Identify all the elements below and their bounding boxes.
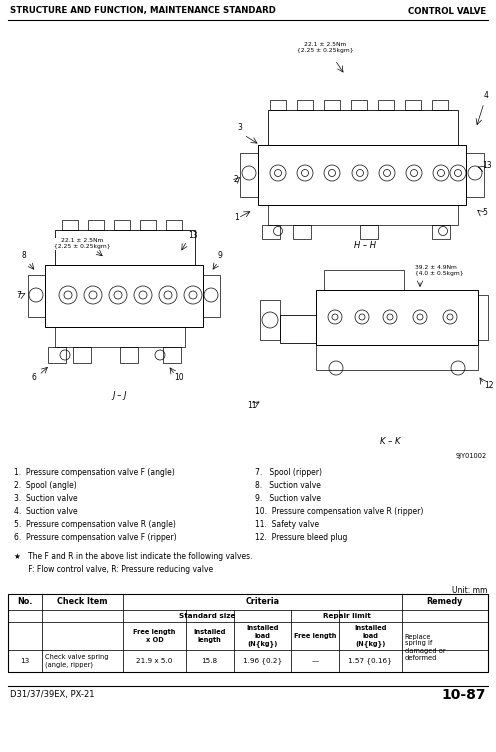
Text: 5: 5: [482, 208, 487, 217]
Text: 1: 1: [234, 213, 239, 222]
Bar: [114, 220, 130, 230]
Bar: [297, 100, 313, 110]
Text: 9: 9: [218, 251, 223, 260]
Text: Remedy: Remedy: [427, 598, 463, 607]
Text: Replace
spring if
damaged or
deformed: Replace spring if damaged or deformed: [405, 633, 445, 660]
Bar: [166, 220, 182, 230]
Text: 22.1 ± 2.5Nm
{2.25 ± 0.25kgm}: 22.1 ± 2.5Nm {2.25 ± 0.25kgm}: [297, 42, 353, 53]
Text: 5.  Pressure compensation valve R (angle): 5. Pressure compensation valve R (angle): [14, 520, 176, 529]
Text: 2.  Spool (angle): 2. Spool (angle): [14, 481, 77, 490]
Text: F: Flow control valve, R: Pressure reducing valve: F: Flow control valve, R: Pressure reduc…: [14, 565, 213, 574]
Bar: [62, 220, 78, 230]
Text: 1.96 {0.2}: 1.96 {0.2}: [243, 658, 282, 664]
Text: 4.  Suction valve: 4. Suction valve: [14, 507, 78, 516]
Bar: [432, 100, 448, 110]
Text: 1.  Pressure compensation valve F (angle): 1. Pressure compensation valve F (angle): [14, 468, 175, 477]
Text: 6.  Pressure compensation valve F (ripper): 6. Pressure compensation valve F (ripper…: [14, 533, 177, 542]
Text: ★   The F and R in the above list indicate the following valves.: ★ The F and R in the above list indicate…: [14, 552, 252, 561]
Bar: [280, 315, 316, 343]
Bar: [270, 100, 286, 110]
Bar: [163, 347, 181, 363]
Bar: [8, 594, 488, 672]
Text: D31/37/39EX, PX-21: D31/37/39EX, PX-21: [10, 690, 95, 699]
Text: Check valve spring
(angle, ripper): Check valve spring (angle, ripper): [45, 654, 108, 668]
Text: 2: 2: [234, 175, 239, 184]
Bar: [203, 275, 220, 317]
Text: —: —: [311, 658, 319, 664]
Bar: [351, 100, 367, 110]
Text: 8.   Suction valve: 8. Suction valve: [255, 481, 321, 490]
Text: 3.  Suction valve: 3. Suction valve: [14, 494, 78, 503]
Text: 22.1 ± 2.5Nm
{2.25 ± 0.25kgm}: 22.1 ± 2.5Nm {2.25 ± 0.25kgm}: [54, 238, 110, 249]
Text: Unit: mm: Unit: mm: [452, 586, 487, 595]
Text: 6: 6: [32, 373, 37, 382]
Text: K – K: K – K: [380, 437, 400, 446]
Bar: [478, 295, 488, 340]
Text: Installed
length: Installed length: [193, 629, 226, 643]
Bar: [240, 153, 258, 197]
Text: 10.  Pressure compensation valve R (ripper): 10. Pressure compensation valve R (rippe…: [255, 507, 424, 516]
Bar: [324, 270, 404, 290]
Bar: [48, 347, 66, 363]
Text: Repair limit: Repair limit: [322, 613, 371, 619]
Text: Free length
x OD: Free length x OD: [133, 629, 176, 643]
Text: Free length: Free length: [294, 633, 336, 639]
Bar: [55, 327, 185, 347]
Bar: [432, 225, 450, 239]
Text: Standard size: Standard size: [179, 613, 236, 619]
Text: 8: 8: [22, 251, 27, 260]
Text: No.: No.: [17, 598, 32, 607]
Text: 13: 13: [188, 231, 197, 240]
Bar: [140, 220, 156, 230]
Text: J – J: J – J: [113, 391, 127, 400]
Text: Installed
load
(N{kg}): Installed load (N{kg}): [246, 625, 279, 647]
Bar: [45, 265, 203, 327]
Text: 7: 7: [16, 291, 21, 300]
Text: CONTROL VALVE: CONTROL VALVE: [408, 7, 486, 16]
Bar: [120, 347, 138, 363]
Bar: [28, 275, 45, 317]
Bar: [316, 345, 478, 370]
Text: 1.57 {0.16}: 1.57 {0.16}: [349, 658, 392, 664]
Text: STRUCTURE AND FUNCTION, MAINTENANCE STANDARD: STRUCTURE AND FUNCTION, MAINTENANCE STAN…: [10, 7, 276, 16]
Text: 15.8: 15.8: [201, 658, 218, 664]
Text: 4: 4: [484, 91, 489, 100]
Bar: [55, 230, 195, 265]
Bar: [88, 220, 104, 230]
Bar: [466, 153, 484, 197]
Text: 7.   Spool (ripper): 7. Spool (ripper): [255, 468, 322, 477]
Bar: [293, 225, 311, 239]
Bar: [405, 100, 421, 110]
Bar: [324, 100, 340, 110]
Bar: [260, 300, 280, 340]
Text: 10: 10: [174, 373, 184, 382]
Text: 12.  Pressure bleed plug: 12. Pressure bleed plug: [255, 533, 347, 542]
Text: 13: 13: [20, 658, 29, 664]
Text: 13: 13: [482, 161, 492, 170]
Text: 9.   Suction valve: 9. Suction valve: [255, 494, 321, 503]
Text: 12: 12: [484, 381, 494, 390]
Text: 39.2 ± 4.9Nm
{4.0 ± 0.5kgm}: 39.2 ± 4.9Nm {4.0 ± 0.5kgm}: [415, 265, 464, 276]
Text: 21.9 x 5.0: 21.9 x 5.0: [136, 658, 173, 664]
Text: 11.  Safety valve: 11. Safety valve: [255, 520, 319, 529]
Bar: [258, 145, 466, 205]
Bar: [73, 347, 91, 363]
Text: 3: 3: [237, 123, 242, 132]
Text: Installed
load
(N{kg}): Installed load (N{kg}): [354, 625, 386, 647]
Text: H – H: H – H: [354, 241, 376, 250]
Bar: [360, 225, 378, 239]
Bar: [316, 290, 478, 345]
Text: 11: 11: [247, 401, 256, 410]
Text: Check Item: Check Item: [57, 598, 108, 607]
Bar: [378, 100, 394, 110]
Text: 10-87: 10-87: [441, 688, 486, 702]
Text: Criteria: Criteria: [246, 598, 279, 607]
Bar: [268, 110, 458, 145]
Bar: [262, 225, 280, 239]
Bar: [268, 205, 458, 225]
Text: 9JY01002: 9JY01002: [456, 453, 487, 459]
